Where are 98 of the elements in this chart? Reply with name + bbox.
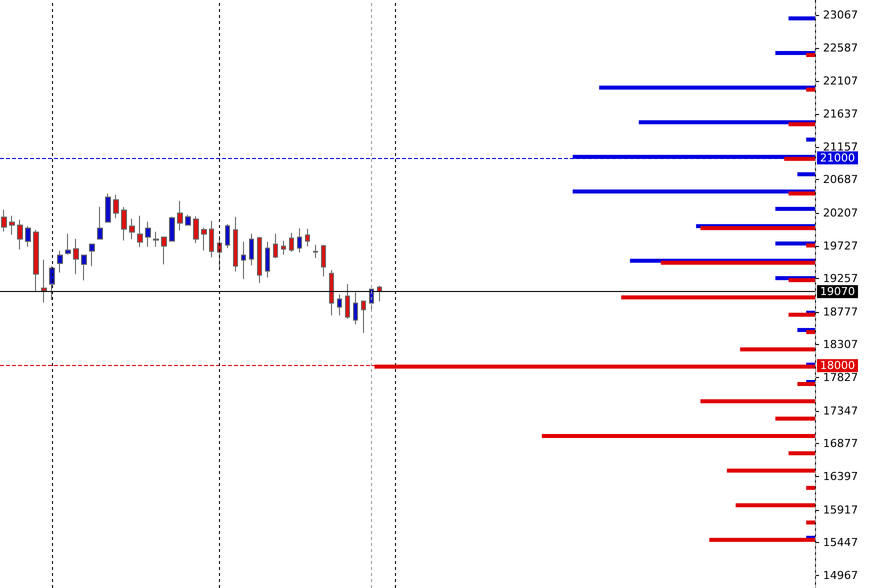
candlestick (89, 244, 95, 267)
candlestick (329, 270, 334, 316)
y-tick-label: 17347 (823, 404, 858, 418)
candlestick (169, 216, 175, 242)
candlestick (233, 216, 238, 272)
bar (775, 206, 815, 211)
y-tick-label: 22107 (823, 74, 858, 88)
candlestick (49, 266, 55, 300)
y-tick-label: 15917 (823, 503, 858, 516)
candlestick (337, 294, 342, 316)
candlestick (193, 216, 199, 244)
y-tick-label: 19257 (823, 272, 858, 286)
y-tick-label: 15447 (823, 536, 858, 549)
bar (806, 138, 815, 142)
candlestick (129, 218, 135, 240)
candlestick (33, 229, 39, 292)
candlestick (241, 241, 246, 280)
bar (806, 243, 815, 248)
candlestick (81, 254, 87, 281)
bar (740, 347, 815, 352)
candlestick (1, 209, 7, 232)
bar (806, 330, 815, 334)
y-tick-label: 14967 (823, 569, 858, 582)
bar (788, 278, 815, 282)
candlestick (361, 300, 366, 334)
candlestick (249, 233, 254, 266)
candlestick (321, 244, 326, 277)
candlestick (313, 244, 318, 259)
bar (788, 16, 815, 20)
candlestick (281, 240, 286, 256)
bar (621, 295, 815, 300)
bar (736, 503, 815, 508)
y-tick-label: 20207 (823, 206, 858, 220)
bar (700, 399, 815, 404)
bar (542, 434, 815, 438)
candlestick (17, 219, 23, 250)
bar (788, 192, 815, 196)
bar (806, 53, 815, 58)
bar (806, 88, 815, 92)
candlestick (57, 250, 63, 273)
candlestick (153, 231, 159, 248)
candlestick (9, 215, 15, 236)
y-tick-label: 21157 (823, 140, 858, 154)
candlestick (225, 224, 230, 249)
y-tick-label: 23067 (823, 8, 858, 22)
candlestick (345, 284, 350, 320)
bar (806, 520, 815, 525)
candlestick (161, 236, 167, 265)
candlestick (353, 292, 358, 325)
y-tick-label: 19727 (823, 240, 858, 253)
candlestick (137, 215, 143, 248)
candlestick (105, 193, 111, 223)
bar (599, 86, 815, 90)
candlestick (257, 236, 262, 284)
y-tick-label: 17827 (823, 371, 858, 384)
candlestick (297, 228, 302, 253)
y-tick-label: 16397 (823, 470, 858, 484)
ref-line-label: 18000 (820, 359, 855, 372)
candlestick (177, 200, 183, 231)
bar (709, 538, 815, 542)
candlestick (41, 259, 47, 303)
y-tick-label: 18307 (823, 338, 858, 351)
candlestick (113, 194, 119, 219)
bar (726, 468, 815, 473)
candlestick (273, 233, 278, 259)
bar (788, 122, 815, 126)
bar (788, 312, 815, 317)
candlestick (377, 285, 382, 302)
candlestick (209, 220, 214, 258)
bar (638, 120, 815, 124)
candlestick (289, 232, 294, 252)
y-tick-label: 18777 (823, 305, 858, 318)
bar (784, 156, 815, 161)
candlestick (305, 228, 310, 247)
ref-line-label: 21000 (820, 151, 855, 164)
candlestick (121, 206, 127, 241)
candlestick (217, 235, 222, 268)
y-tick-label: 22587 (823, 41, 858, 54)
bar (572, 190, 815, 194)
bar (806, 486, 815, 490)
y-tick-label: 16877 (823, 436, 858, 450)
candlestick (145, 221, 151, 248)
bar (660, 260, 815, 265)
candlestick (65, 233, 71, 256)
candlestick (185, 214, 191, 226)
candlestick (201, 227, 207, 251)
bar (797, 382, 815, 386)
bar (788, 451, 815, 456)
candlestick (97, 206, 103, 240)
bar (700, 226, 815, 230)
candlestick (73, 238, 79, 275)
bar (797, 172, 815, 176)
bar (775, 416, 815, 421)
ref-line-label: 19070 (820, 285, 855, 298)
candlestick (25, 226, 31, 248)
y-tick-label: 20687 (823, 173, 858, 186)
candlestick (265, 241, 270, 278)
y-tick-label: 21637 (823, 107, 858, 120)
